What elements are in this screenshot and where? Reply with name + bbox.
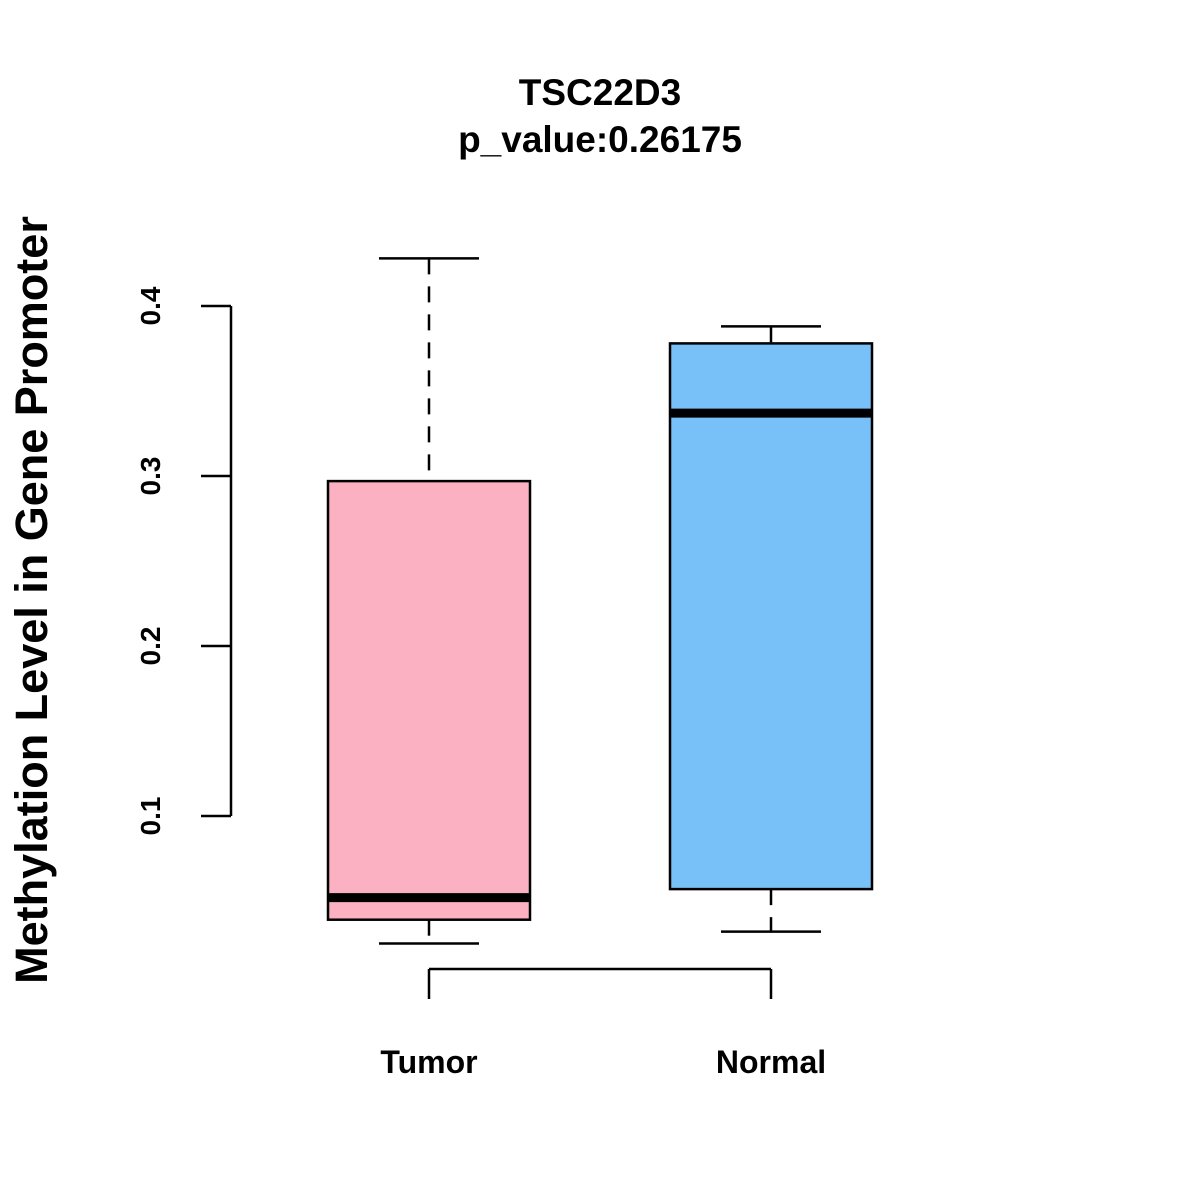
y-axis-label: Methylation Level in Gene Promoter	[6, 216, 57, 984]
box-normal	[668, 342, 874, 891]
y-tick-label: 0.1	[135, 797, 166, 836]
x-tick-label: Tumor	[380, 1044, 477, 1080]
chart-title: TSC22D3	[519, 72, 681, 113]
y-tick-label: 0.2	[135, 627, 166, 666]
y-tick-label: 0.3	[135, 457, 166, 496]
plot-area: 0.1 0.2 0.3 0.4 Tumor Normal	[135, 257, 874, 1080]
x-tick-label: Normal	[716, 1044, 826, 1080]
box-tumor	[326, 479, 532, 921]
y-tick-label: 0.4	[135, 286, 166, 325]
chart-subtitle: p_value:0.26175	[458, 119, 742, 160]
